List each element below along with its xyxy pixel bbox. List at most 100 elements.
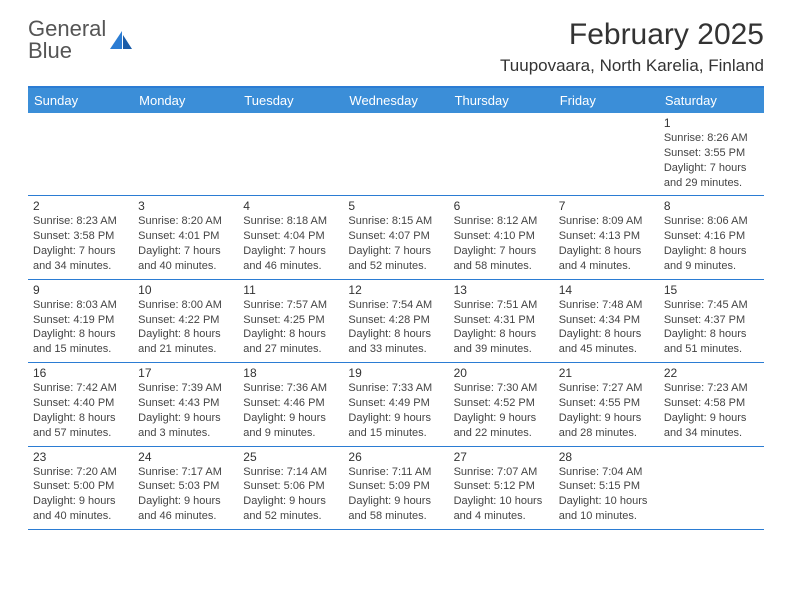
day-cell: 28Sunrise: 7:04 AMSunset: 5:15 PMDayligh…	[554, 447, 659, 529]
day-header: Tuesday	[238, 88, 343, 113]
day-info: and 58 minutes.	[348, 509, 443, 524]
day-cell: 3Sunrise: 8:20 AMSunset: 4:01 PMDaylight…	[133, 196, 238, 278]
day-info: Sunrise: 8:12 AM	[454, 214, 549, 229]
day-info: Sunrise: 8:09 AM	[559, 214, 654, 229]
day-info: and 34 minutes.	[664, 426, 759, 441]
day-info: and 28 minutes.	[559, 426, 654, 441]
day-info: and 34 minutes.	[33, 259, 128, 274]
day-info: and 9 minutes.	[243, 426, 338, 441]
day-number: 10	[138, 283, 233, 297]
day-info: Sunset: 4:43 PM	[138, 396, 233, 411]
day-cell: 10Sunrise: 8:00 AMSunset: 4:22 PMDayligh…	[133, 280, 238, 362]
day-info: and 3 minutes.	[138, 426, 233, 441]
day-number: 5	[348, 199, 443, 213]
day-info: Daylight: 9 hours	[454, 411, 549, 426]
day-info: Sunrise: 7:48 AM	[559, 298, 654, 313]
day-cell: 21Sunrise: 7:27 AMSunset: 4:55 PMDayligh…	[554, 363, 659, 445]
day-info: Sunset: 4:40 PM	[33, 396, 128, 411]
day-header: Saturday	[659, 88, 764, 113]
day-number: 27	[454, 450, 549, 464]
day-number: 1	[664, 116, 759, 130]
day-info: Sunrise: 7:23 AM	[664, 381, 759, 396]
day-info: Sunset: 4:37 PM	[664, 313, 759, 328]
day-info: Daylight: 8 hours	[664, 244, 759, 259]
day-info: Daylight: 8 hours	[559, 327, 654, 342]
day-info: Sunrise: 7:11 AM	[348, 465, 443, 480]
day-info: and 15 minutes.	[33, 342, 128, 357]
day-cell: 7Sunrise: 8:09 AMSunset: 4:13 PMDaylight…	[554, 196, 659, 278]
day-info: Daylight: 9 hours	[138, 494, 233, 509]
day-cell	[343, 113, 448, 195]
day-info: Sunset: 4:13 PM	[559, 229, 654, 244]
day-info: Daylight: 9 hours	[33, 494, 128, 509]
day-info: Sunset: 4:16 PM	[664, 229, 759, 244]
day-cell: 4Sunrise: 8:18 AMSunset: 4:04 PMDaylight…	[238, 196, 343, 278]
day-info: Daylight: 8 hours	[33, 411, 128, 426]
day-info: Sunset: 4:28 PM	[348, 313, 443, 328]
day-info: Daylight: 8 hours	[138, 327, 233, 342]
day-number: 9	[33, 283, 128, 297]
day-info: Sunset: 3:58 PM	[33, 229, 128, 244]
day-cell: 27Sunrise: 7:07 AMSunset: 5:12 PMDayligh…	[449, 447, 554, 529]
day-cell: 9Sunrise: 8:03 AMSunset: 4:19 PMDaylight…	[28, 280, 133, 362]
day-number: 18	[243, 366, 338, 380]
day-cell: 1Sunrise: 8:26 AMSunset: 3:55 PMDaylight…	[659, 113, 764, 195]
day-cell: 14Sunrise: 7:48 AMSunset: 4:34 PMDayligh…	[554, 280, 659, 362]
day-info: Daylight: 7 hours	[348, 244, 443, 259]
day-number: 16	[33, 366, 128, 380]
day-info: and 4 minutes.	[454, 509, 549, 524]
day-number: 21	[559, 366, 654, 380]
day-info: Sunrise: 7:57 AM	[243, 298, 338, 313]
day-number: 20	[454, 366, 549, 380]
day-number: 7	[559, 199, 654, 213]
day-cell	[554, 113, 659, 195]
day-info: Daylight: 8 hours	[243, 327, 338, 342]
day-info: Sunset: 4:19 PM	[33, 313, 128, 328]
day-info: Sunset: 4:55 PM	[559, 396, 654, 411]
day-info: and 57 minutes.	[33, 426, 128, 441]
day-info: Sunrise: 7:07 AM	[454, 465, 549, 480]
day-info: Daylight: 9 hours	[243, 411, 338, 426]
day-info: Sunrise: 7:27 AM	[559, 381, 654, 396]
day-info: Daylight: 8 hours	[454, 327, 549, 342]
day-cell: 22Sunrise: 7:23 AMSunset: 4:58 PMDayligh…	[659, 363, 764, 445]
day-info: Daylight: 7 hours	[243, 244, 338, 259]
day-cell	[238, 113, 343, 195]
day-cell: 5Sunrise: 8:15 AMSunset: 4:07 PMDaylight…	[343, 196, 448, 278]
day-info: Sunrise: 7:51 AM	[454, 298, 549, 313]
day-info: Daylight: 9 hours	[348, 494, 443, 509]
day-number: 8	[664, 199, 759, 213]
day-number: 3	[138, 199, 233, 213]
calendar: Sunday Monday Tuesday Wednesday Thursday…	[28, 86, 764, 530]
day-info: Sunset: 4:04 PM	[243, 229, 338, 244]
day-info: and 22 minutes.	[454, 426, 549, 441]
title-block: February 2025 Tuupovaara, North Karelia,…	[500, 18, 764, 76]
day-number: 22	[664, 366, 759, 380]
day-cell: 12Sunrise: 7:54 AMSunset: 4:28 PMDayligh…	[343, 280, 448, 362]
day-info: and 9 minutes.	[664, 259, 759, 274]
day-info: Sunset: 4:22 PM	[138, 313, 233, 328]
day-info: and 52 minutes.	[348, 259, 443, 274]
day-info: Sunset: 4:49 PM	[348, 396, 443, 411]
day-number: 24	[138, 450, 233, 464]
week-row: 1Sunrise: 8:26 AMSunset: 3:55 PMDaylight…	[28, 113, 764, 196]
day-number: 2	[33, 199, 128, 213]
day-info: Sunrise: 8:26 AM	[664, 131, 759, 146]
logo-sail-icon	[108, 29, 134, 51]
day-info: Daylight: 8 hours	[664, 327, 759, 342]
day-info: Sunrise: 8:06 AM	[664, 214, 759, 229]
day-info: and 46 minutes.	[138, 509, 233, 524]
day-info: and 52 minutes.	[243, 509, 338, 524]
day-info: Daylight: 9 hours	[243, 494, 338, 509]
day-info: Daylight: 7 hours	[664, 161, 759, 176]
day-header: Monday	[133, 88, 238, 113]
day-info: Daylight: 7 hours	[33, 244, 128, 259]
day-header: Friday	[554, 88, 659, 113]
month-title: February 2025	[500, 18, 764, 52]
day-info: Sunrise: 7:33 AM	[348, 381, 443, 396]
day-number: 15	[664, 283, 759, 297]
day-cell: 20Sunrise: 7:30 AMSunset: 4:52 PMDayligh…	[449, 363, 554, 445]
day-cell: 18Sunrise: 7:36 AMSunset: 4:46 PMDayligh…	[238, 363, 343, 445]
day-header: Wednesday	[343, 88, 448, 113]
day-info: Sunset: 4:58 PM	[664, 396, 759, 411]
